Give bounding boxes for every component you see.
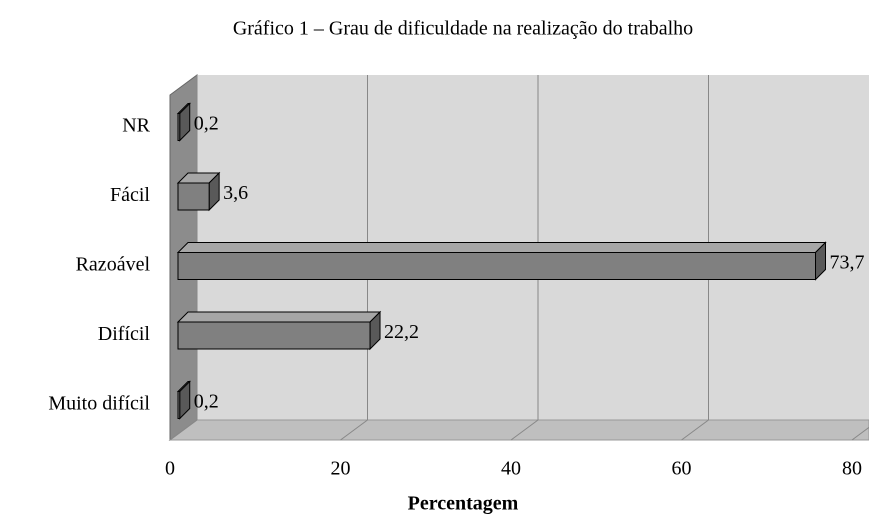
bar — [177, 182, 210, 211]
chart-title: Gráfico 1 – Grau de dificuldade na reali… — [233, 18, 693, 40]
y-tick-label: NR — [122, 115, 150, 137]
y-tick-label: Fácil — [110, 184, 150, 206]
data-label: 3,6 — [223, 182, 248, 204]
floor-grid-line — [681, 419, 709, 441]
bar — [177, 252, 817, 280]
bar-top — [176, 311, 382, 323]
floor-grid-line — [169, 419, 198, 441]
data-label: 22,2 — [384, 321, 419, 343]
x-axis-label: Percentagem — [408, 493, 519, 515]
data-label: 0,2 — [194, 391, 219, 413]
bar — [177, 113, 181, 141]
floor-grid-line — [510, 419, 539, 441]
bar-top — [176, 242, 827, 253]
x-tick-label: 80 — [842, 458, 862, 480]
floor-grid-line — [851, 426, 869, 441]
x-tick-label: 0 — [165, 458, 175, 480]
x-tick-label: 20 — [331, 458, 351, 480]
x-tick-label: 60 — [672, 458, 692, 480]
y-tick-label: Muito difícil — [48, 393, 150, 415]
y-tick-label: Razoável — [76, 254, 151, 276]
bar — [177, 391, 181, 419]
data-label: 73,7 — [830, 252, 865, 274]
data-label: 0,2 — [194, 113, 219, 135]
y-tick-label: Difícil — [98, 323, 151, 345]
x-tick-label: 40 — [501, 458, 521, 480]
floor-grid-line — [340, 419, 368, 441]
bar — [177, 321, 371, 350]
floor — [168, 419, 869, 441]
